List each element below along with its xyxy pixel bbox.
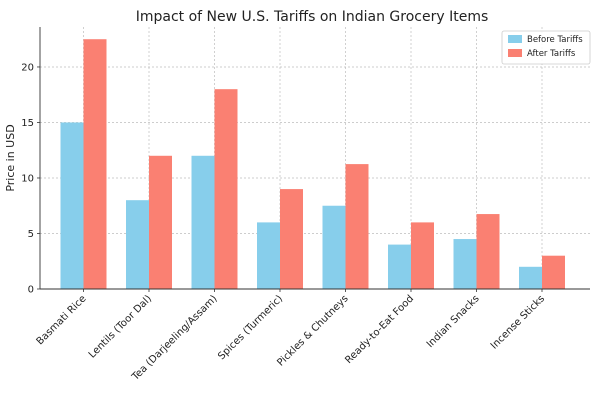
bar-before-tariffs [519, 266, 542, 289]
bars [60, 39, 565, 289]
legend-label-before: Before Tariffs [527, 35, 583, 45]
bar-after-tariffs [214, 89, 238, 289]
bar-after-tariffs [411, 222, 434, 289]
bar-after-tariffs [149, 155, 172, 289]
grid-lines [40, 27, 590, 290]
y-tick-label: 10 [21, 173, 34, 184]
x-tick-label: Ready-to-Eat Food [343, 293, 416, 366]
bar-after-tariffs [476, 214, 500, 289]
bar-before-tariffs [126, 200, 149, 289]
legend-box [501, 30, 591, 65]
x-tick-label: Incense Sticks [489, 293, 547, 351]
axes [37, 27, 590, 292]
bar-before-tariffs [257, 222, 280, 289]
y-tick-label: 0 [28, 285, 34, 296]
x-tick-label: Lentils (Toor Dal) [87, 293, 154, 360]
y-tick-label: 5 [28, 229, 34, 240]
x-tick-label: Pickles & Chutneys [275, 293, 350, 368]
bar-after-tariffs [345, 164, 369, 289]
y-tick-label: 15 [21, 118, 34, 129]
bar-after-tariffs [542, 255, 565, 289]
legend-swatch-after [508, 49, 522, 57]
legend: Before Tariffs After Tariffs [501, 30, 591, 65]
bar-before-tariffs [191, 155, 215, 289]
legend-label-after: After Tariffs [527, 49, 576, 59]
bar-after-tariffs [83, 39, 107, 289]
y-tick-label: 20 [21, 62, 34, 73]
bar-before-tariffs [388, 244, 411, 289]
legend-swatch-before [508, 35, 522, 43]
bar-before-tariffs [322, 205, 346, 289]
x-tick-label: Basmati Rice [35, 293, 89, 347]
bar-after-tariffs [280, 189, 303, 289]
x-tick-label: Indian Snacks [425, 293, 482, 350]
bar-before-tariffs [453, 239, 477, 289]
chart-title: Impact of New U.S. Tariffs on Indian Gro… [136, 9, 489, 25]
x-tick-label: Spices (Turmeric) [216, 293, 285, 362]
bar-before-tariffs [60, 122, 84, 289]
y-axis-label: Price in USD [4, 124, 17, 191]
